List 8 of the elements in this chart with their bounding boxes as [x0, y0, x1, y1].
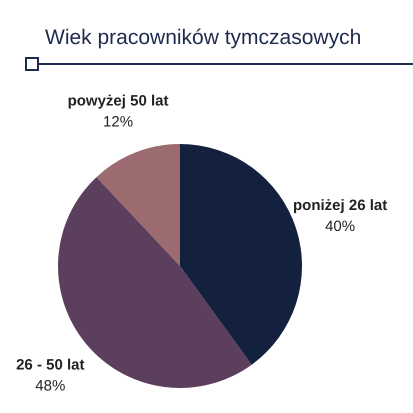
slice-label: 26 - 50 lat: [16, 356, 84, 374]
pie-slice: [96, 144, 180, 266]
chart-title: Wiek pracowników tymczasowych: [45, 26, 362, 49]
data-label: 12%: [103, 113, 134, 130]
data-label: 48%: [35, 377, 66, 394]
slice-label: poniżej 26 lat: [293, 196, 388, 214]
data-label: 40%: [325, 218, 356, 235]
slice-label: powyżej 50 lat: [68, 92, 168, 110]
